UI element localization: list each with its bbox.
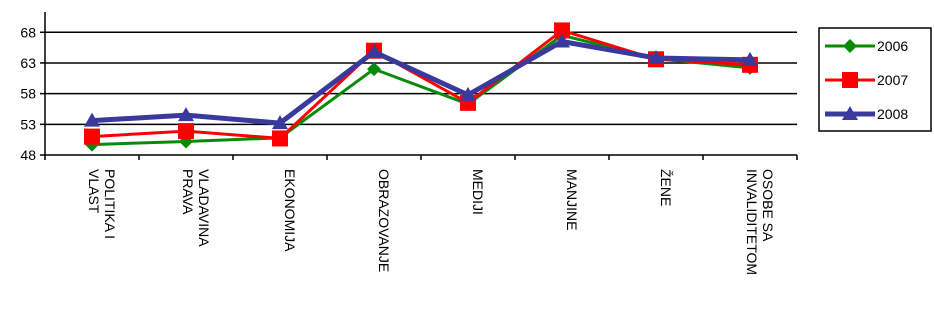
series-2008: [84, 33, 758, 130]
triangle-marker: [554, 33, 570, 48]
square-marker: [84, 128, 100, 145]
legend-entry: 2007: [825, 72, 908, 88]
legend: 2006 2007 2008: [818, 27, 932, 132]
legend-label: 2006: [877, 38, 908, 54]
x-category-label: VLADAVINA: [196, 169, 212, 247]
x-category-label: ŽENE: [658, 169, 674, 206]
legend-entry: 2008: [825, 106, 908, 122]
triangle-marker: [272, 115, 288, 130]
x-category-label: OBRAZOVANJE: [376, 169, 392, 272]
axes: [44, 12, 798, 160]
triangle-marker: [84, 112, 100, 127]
series-line: [91, 38, 751, 126]
triangle-marker: [460, 86, 476, 101]
series-line: [91, 28, 751, 140]
square-marker: [272, 130, 288, 147]
x-category-label: VLAST: [86, 169, 102, 214]
y-tick-label: 68: [20, 24, 36, 40]
square-marker: [554, 22, 570, 39]
y-tick-label: 58: [20, 86, 36, 102]
y-tick-label: 48: [20, 147, 36, 163]
y-tick-label: 53: [20, 116, 36, 132]
triangle-marker: [178, 107, 194, 122]
diamond-marker: [367, 62, 381, 77]
square-marker: [178, 123, 194, 140]
y-tick-label: 63: [20, 55, 36, 71]
triangle-marker: [648, 50, 664, 65]
legend-entry: 2006: [825, 38, 908, 54]
triangle-marker: [366, 43, 382, 58]
series-layer: [84, 22, 758, 152]
triangle-marker: [842, 106, 858, 120]
legend-label: 2007: [877, 72, 908, 88]
x-category-label: EKONOMIJA: [282, 169, 298, 252]
diamond-marker: [843, 39, 857, 53]
legend-label: 2008: [877, 106, 908, 122]
y-axis-ticks: 48 53 58 63 68: [20, 24, 45, 163]
x-category-label: OSOBE SA: [760, 169, 776, 242]
square-marker: [842, 72, 858, 88]
x-category-label: POLITIKA I: [102, 169, 118, 239]
x-category-label: MANJINE: [564, 169, 580, 230]
gridlines: [45, 31, 797, 126]
x-category-label: PRAVA: [180, 169, 196, 215]
series-2007: [84, 22, 758, 147]
triangle-marker: [742, 51, 758, 66]
x-category-label: INVALIDITETOM: [744, 169, 760, 275]
x-category-label: MEDIJI: [470, 169, 486, 215]
